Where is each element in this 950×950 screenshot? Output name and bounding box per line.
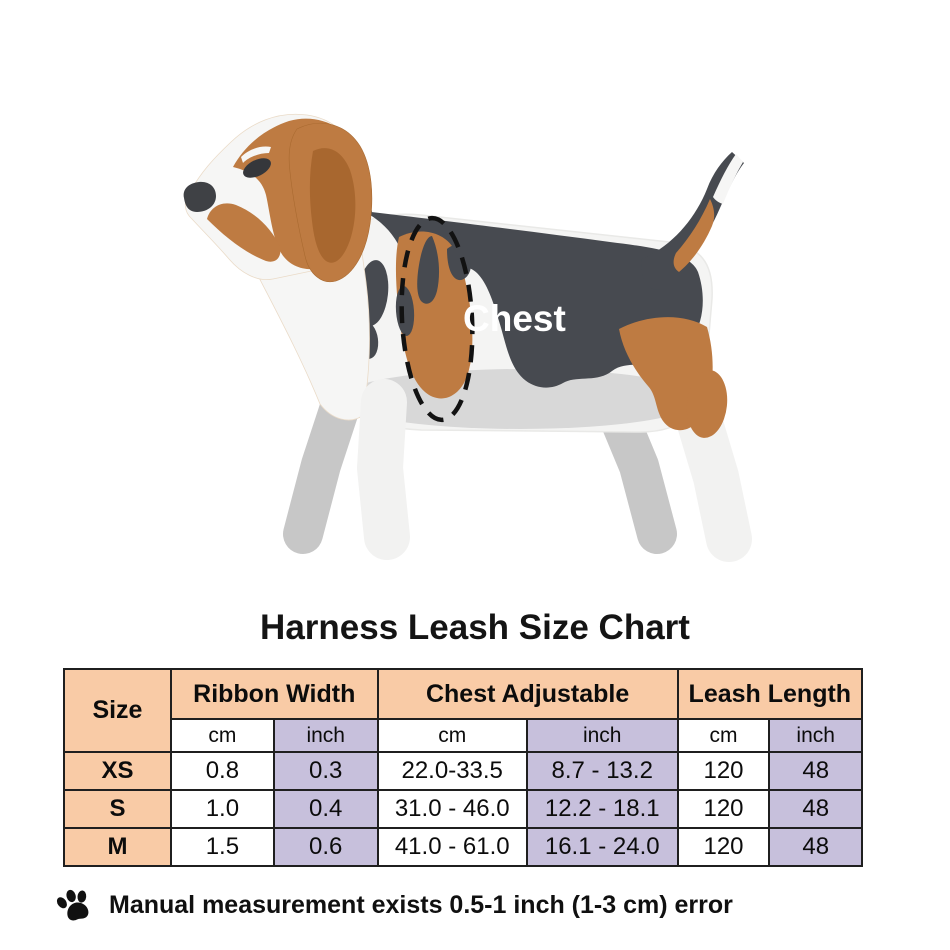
unit-header-cm: cm — [376, 718, 528, 753]
unit-header-inch: inch — [272, 718, 379, 753]
ribbon-width-inch-value: 0.4 — [272, 789, 379, 829]
chest-inch-value: 12.2 - 18.1 — [525, 789, 679, 829]
ribbon-width-cm-value: 0.8 — [169, 751, 275, 791]
unit-header-cm: cm — [676, 718, 771, 753]
table-row-xs: XS 0.8 0.3 22.0-33.5 8.7 - 13.2 120 48 — [63, 751, 863, 791]
unit-header-inch: inch — [768, 718, 863, 753]
page-title: Harness Leash Size Chart — [260, 608, 690, 647]
dog-head — [183, 113, 373, 283]
ribbon-width-inch-value: 0.6 — [272, 827, 379, 867]
dog-illustration: Chest — [183, 113, 752, 562]
chest-ellipse-dashed — [399, 215, 475, 423]
ribbon-width-cm-value: 1.0 — [169, 789, 275, 829]
chest-cm-value: 31.0 - 46.0 — [376, 789, 528, 829]
table-row-s: S 1.0 0.4 31.0 - 46.0 12.2 - 18.1 120 48 — [63, 789, 863, 829]
unit-header-cm: cm — [169, 718, 275, 753]
dog-tail — [641, 152, 744, 290]
leash-cm-value: 120 — [676, 827, 771, 867]
size-value: XS — [63, 751, 172, 791]
leash-inch-value: 48 — [768, 827, 863, 867]
dog-hind-leg — [676, 397, 752, 562]
unit-header-inch: inch — [525, 718, 679, 753]
chest-inch-value: 16.1 - 24.0 — [525, 827, 679, 867]
dog-nose — [183, 181, 216, 212]
dog-front-leg — [357, 379, 410, 560]
col-header-ribbon-width: Ribbon Width — [169, 668, 379, 720]
chest-measure-marker: Chest — [399, 215, 566, 423]
size-value: S — [63, 789, 172, 829]
beagle-illustration: Chest — [183, 113, 752, 562]
paw-icon — [56, 889, 89, 921]
table-row-m: M 1.5 0.6 41.0 - 61.0 16.1 - 24.0 120 48 — [63, 827, 863, 867]
col-header-size: Size — [63, 668, 172, 753]
size-value: M — [63, 827, 172, 867]
footnote: Manual measurement exists 0.5-1 inch (1-… — [55, 888, 733, 922]
chest-cm-value: 41.0 - 61.0 — [376, 827, 528, 867]
dog-rump-patch — [619, 317, 728, 438]
chest-label: Chest — [463, 298, 566, 339]
leash-inch-value: 48 — [768, 789, 863, 829]
size-table: Size Ribbon Width Chest Adjustable Leash… — [63, 668, 864, 867]
col-header-chest-adjustable: Chest Adjustable — [376, 668, 679, 720]
chest-inch-value: 8.7 - 13.2 — [525, 751, 679, 791]
ribbon-width-inch-value: 0.3 — [272, 751, 379, 791]
ribbon-width-cm-value: 1.5 — [169, 827, 275, 867]
chest-cm-value: 22.0-33.5 — [376, 751, 528, 791]
dog-eye — [243, 158, 271, 178]
leash-inch-value: 48 — [768, 751, 863, 791]
footnote-text: Manual measurement exists 0.5-1 inch (1-… — [109, 890, 733, 919]
col-header-leash-length: Leash Length — [676, 668, 864, 720]
leash-cm-value: 120 — [676, 789, 771, 829]
leash-cm-value: 120 — [676, 751, 771, 791]
